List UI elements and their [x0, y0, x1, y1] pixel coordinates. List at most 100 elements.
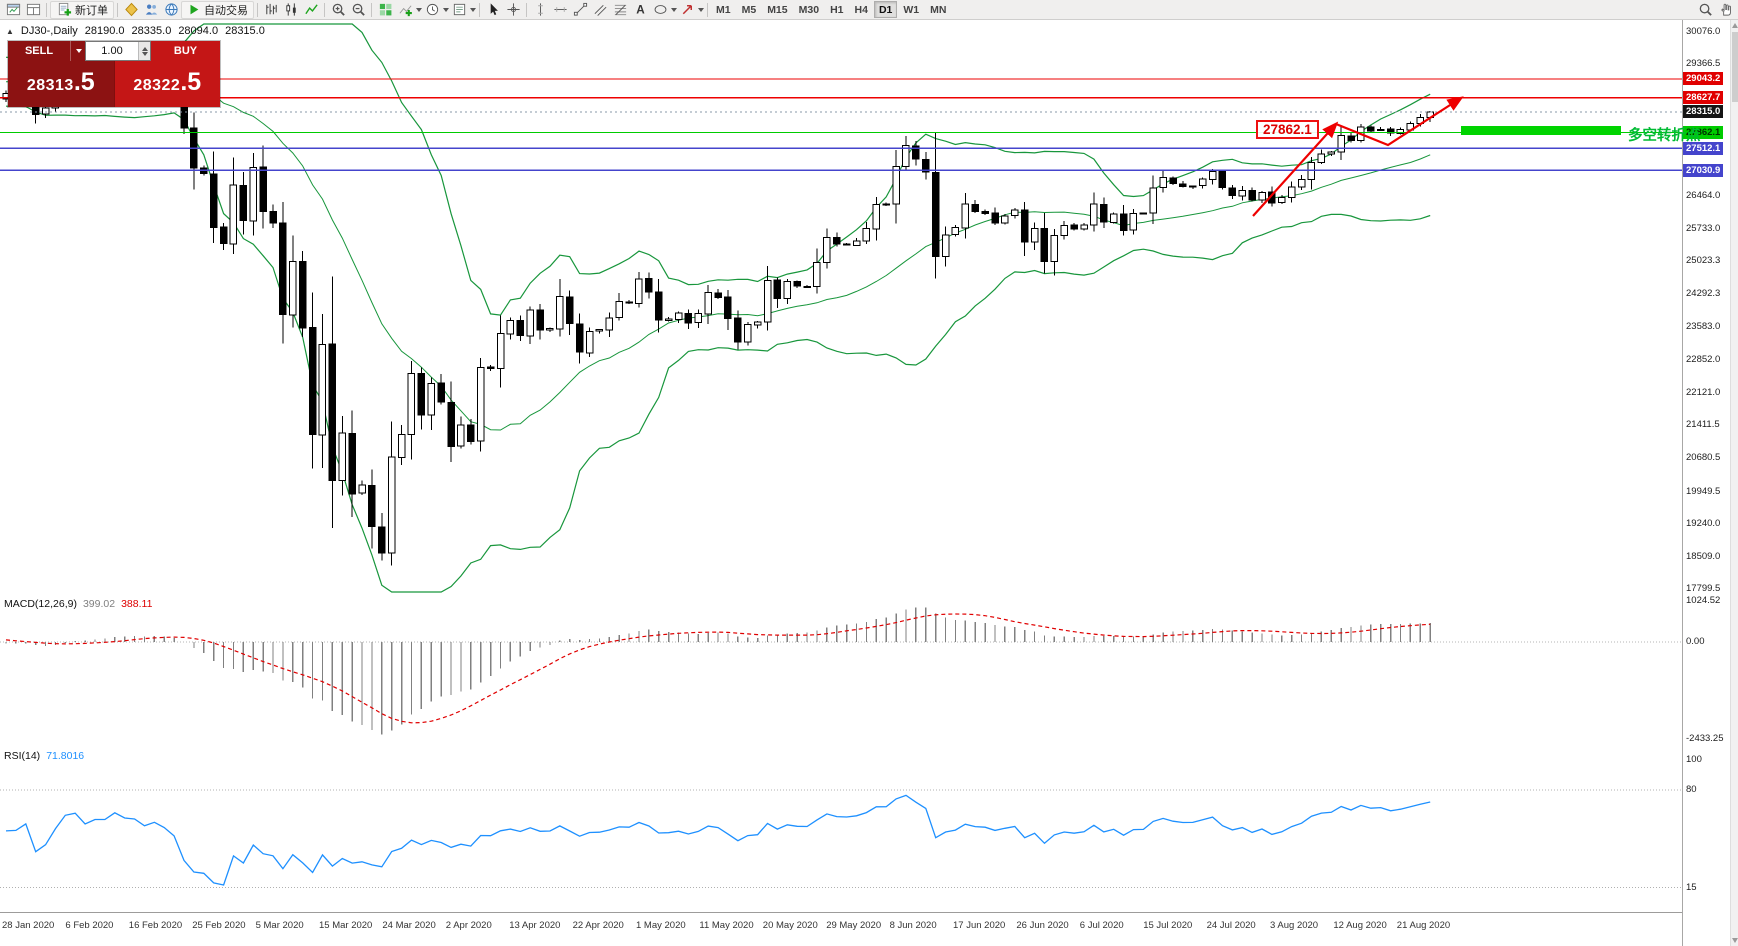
step-down-icon[interactable] — [141, 51, 148, 56]
sell-button[interactable]: SELL — [8, 41, 70, 61]
tile-windows-icon[interactable] — [375, 1, 395, 19]
scroll-down-icon[interactable] — [1732, 938, 1738, 943]
rsi-axis-label: 15 — [1686, 881, 1697, 893]
turning-point-annotation[interactable]: 多空转折点 — [1628, 128, 1701, 144]
channel-tool-icon[interactable] — [590, 1, 610, 19]
trendline-tool-icon[interactable] — [570, 1, 590, 19]
price-axis-label: 21411.5 — [1686, 419, 1720, 431]
horizontal-line-tool-icon[interactable] — [550, 1, 570, 19]
fibonacci-tool-icon[interactable] — [610, 1, 630, 19]
autotrading-play-icon — [187, 1, 201, 19]
price-axis-label: 20680.5 — [1686, 452, 1721, 464]
rsi-indicator-panel[interactable] — [0, 747, 1682, 912]
step-up-icon[interactable] — [141, 46, 148, 51]
toolbar-separator — [526, 2, 527, 17]
volume-stepper[interactable] — [138, 42, 150, 60]
shapes-tool-icon[interactable] — [650, 1, 670, 19]
cursor-tool-icon[interactable] — [483, 1, 503, 19]
sell-price[interactable]: 28313 .5 — [8, 61, 114, 107]
candle-body — [882, 203, 890, 206]
toolbar-separator — [371, 2, 372, 17]
text-tool-icon[interactable]: A — [630, 1, 650, 19]
macd-axis-label: 0.00 — [1686, 636, 1705, 647]
buy-button[interactable]: BUY — [151, 41, 220, 61]
timeframe-button-M5[interactable]: M5 — [741, 3, 757, 16]
periods-caret-icon[interactable] — [443, 7, 449, 12]
rsi-axis-label: 80 — [1686, 784, 1697, 795]
arrows-caret-icon[interactable] — [698, 7, 704, 12]
search-icon[interactable] — [1695, 1, 1715, 19]
templates-caret-icon[interactable] — [470, 7, 476, 12]
candle-body — [259, 166, 267, 212]
chart-ohlc-header: ▲ DJ30-,Daily 28190.0 28335.0 28094.0 28… — [6, 25, 265, 37]
turning-zone-band[interactable] — [1461, 126, 1621, 135]
toolbar-separator — [707, 2, 708, 17]
price-level-annotation[interactable]: 27862.1 — [1256, 120, 1319, 139]
indicators-icon[interactable] — [395, 1, 415, 19]
autotrading-button[interactable]: 自动交易 — [181, 0, 254, 19]
time-axis-label: 15 Mar 2020 — [319, 920, 373, 931]
candlestick-chart-icon[interactable] — [281, 1, 301, 19]
candle-body — [645, 278, 653, 293]
line-chart-icon[interactable] — [301, 1, 321, 19]
new-chart-icon[interactable] — [3, 1, 23, 19]
indicators-caret-icon[interactable] — [416, 7, 422, 12]
candle-body — [585, 331, 594, 354]
price-axis-label: 29366.5 — [1686, 58, 1721, 70]
timeframe-button-MN[interactable]: MN — [930, 3, 947, 16]
candle-body — [1129, 213, 1138, 231]
profiles-icon[interactable] — [23, 1, 43, 19]
collapse-trade-panel-icon[interactable]: ▲ — [6, 26, 14, 36]
time-axis-label: 20 May 2020 — [762, 920, 818, 931]
candle-body — [872, 204, 881, 230]
deposit-icon[interactable] — [121, 1, 141, 19]
arrows-tool-icon[interactable] — [677, 1, 697, 19]
templates-icon[interactable] — [449, 1, 469, 19]
candle-body — [437, 382, 445, 403]
time-axis-label: 5 Mar 2020 — [255, 920, 304, 931]
vertical-scrollbar[interactable] — [1730, 20, 1738, 946]
candle-body — [279, 222, 287, 315]
candle-body — [1060, 224, 1068, 237]
one-click-trading-panel: SELL 1.00 BUY 28313 .5 28322 .5 — [8, 41, 220, 107]
candle-body — [803, 286, 811, 289]
volume-value[interactable]: 1.00 — [101, 45, 123, 57]
candle-body — [338, 432, 347, 481]
buy-price[interactable]: 28322 .5 — [113, 61, 220, 107]
timeframe-button-M1[interactable]: M1 — [716, 3, 731, 16]
price-axis-label: 22121.0 — [1686, 386, 1721, 398]
scrollbar-thumb[interactable] — [1732, 32, 1738, 102]
price-axis-label: 25023.3 — [1686, 255, 1721, 267]
timeframe-button-M15[interactable]: M15 — [767, 3, 788, 16]
candle-body — [1376, 128, 1385, 132]
timeframe-button-M30[interactable]: M30 — [798, 3, 820, 16]
periods-icon[interactable] — [422, 1, 442, 19]
macd-indicator-panel[interactable] — [0, 595, 1682, 747]
zoom-in-icon[interactable] — [328, 1, 348, 19]
drag-hand-icon[interactable] — [1715, 1, 1735, 19]
time-axis-label: 6 Feb 2020 — [65, 920, 114, 931]
scroll-up-icon[interactable] — [1732, 23, 1738, 28]
rsi-title-label: RSI(14) — [4, 750, 41, 762]
zoom-out-icon[interactable] — [348, 1, 368, 19]
time-axis[interactable]: 28 Jan 2020 6 Feb 2020 16 Feb 2020 25 Feb 2… — [0, 913, 1682, 946]
main-price-chart[interactable] — [0, 20, 1682, 595]
mql5-icon[interactable] — [161, 1, 181, 19]
vertical-line-tool-icon[interactable] — [530, 1, 550, 19]
community-icon[interactable] — [141, 1, 161, 19]
volume-input[interactable]: 1.00 — [85, 41, 151, 61]
crosshair-tool-icon[interactable] — [503, 1, 523, 19]
bar-chart-icon[interactable] — [261, 1, 281, 19]
timeframe-button-W1[interactable]: W1 — [903, 3, 920, 16]
candle-body — [1198, 178, 1207, 187]
price-axis[interactable]: 30076.0 29366.5 26464.0 25733.0 25023.3 24292… — [1682, 20, 1730, 946]
timeframe-toolbar: M1 M5 M15 M30 H1 H4 D1 W1 MN — [711, 1, 951, 18]
candle-body — [1278, 197, 1286, 203]
order-type-dropdown[interactable] — [70, 41, 85, 61]
trend-arrows[interactable] — [1252, 96, 1464, 217]
new-order-button[interactable]: 新订单 — [50, 0, 114, 19]
shapes-caret-icon[interactable] — [671, 7, 677, 12]
timeframe-button-D1[interactable]: D1 — [873, 1, 898, 18]
timeframe-button-H4[interactable]: H4 — [854, 3, 868, 16]
timeframe-button-H1[interactable]: H1 — [830, 3, 844, 16]
